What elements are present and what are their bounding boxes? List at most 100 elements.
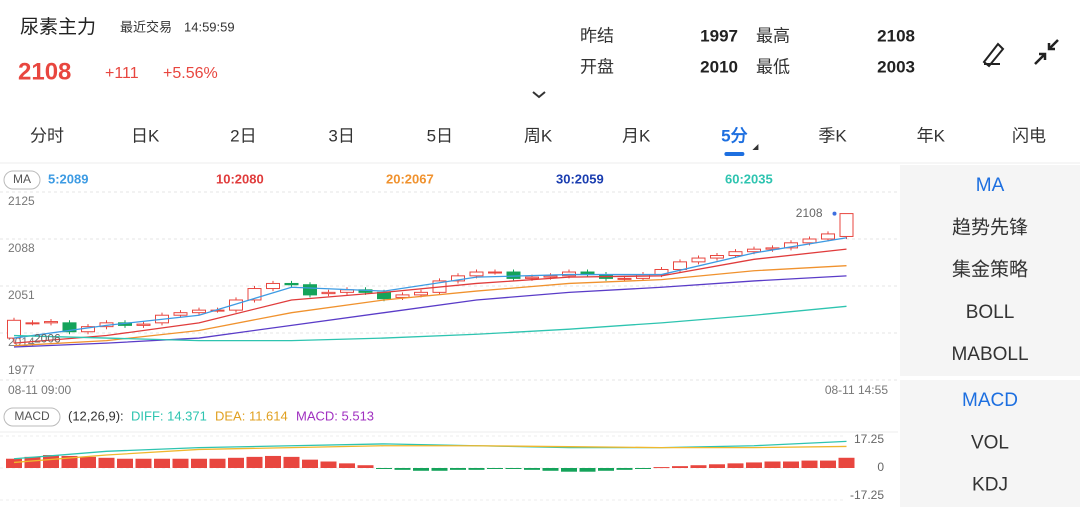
tab[interactable]: 5日: [427, 126, 453, 145]
tab[interactable]: 闪电: [1012, 126, 1046, 145]
tab[interactable]: 日K: [131, 126, 160, 145]
macd-bar: [468, 468, 485, 470]
macd-bar: [413, 468, 429, 471]
macd-bar: [320, 461, 337, 468]
menu-item[interactable]: KDJ: [972, 475, 1008, 496]
tab[interactable]: 分时: [30, 126, 64, 145]
macd-bar: [561, 468, 577, 472]
menu-item[interactable]: VOL: [971, 432, 1009, 453]
indicator-name[interactable]: MACD: [14, 409, 50, 423]
y-tick-label: 0: [877, 460, 884, 474]
candle-body: [192, 309, 206, 314]
low-annotation: 2006: [34, 331, 61, 345]
stat-label: 开盘: [580, 57, 614, 76]
diff-line: [13, 440, 847, 460]
candle-body: [747, 248, 761, 253]
candle-body: [247, 288, 262, 301]
stat-value: 2003: [877, 57, 915, 76]
candle-body: [414, 291, 428, 296]
stat-label: 最低: [756, 57, 790, 76]
stat-value: 1997: [700, 26, 738, 45]
collapse-icon[interactable]: [1034, 39, 1059, 65]
high-marker: [832, 211, 837, 216]
expand-chevron[interactable]: [532, 91, 546, 99]
title: 尿素主力: [20, 16, 96, 38]
macd-bar: [43, 455, 59, 468]
ma-line: [13, 265, 847, 347]
candle-body: [821, 233, 835, 240]
stat-label: 最高: [756, 26, 790, 45]
macd-bar: [209, 458, 226, 468]
legend-entry: 20:2067: [386, 171, 434, 186]
legend-entry: 5:2089: [48, 171, 88, 186]
ma-line: [13, 305, 847, 342]
macd-bar: [579, 468, 596, 472]
macd-bar: [172, 458, 189, 468]
menu-item[interactable]: MACD: [962, 390, 1018, 411]
menu-item[interactable]: MA: [976, 175, 1005, 196]
stat-label: 昨结: [580, 26, 614, 45]
macd-bar: [820, 460, 836, 468]
tab-dropdown: [752, 144, 759, 150]
candle-body: [284, 282, 299, 286]
menu-item[interactable]: 集金策略: [952, 259, 1028, 281]
indicator-name[interactable]: MA: [13, 172, 31, 186]
edit-icon[interactable]: [982, 42, 1005, 68]
macd-label: MACD: 5.513: [296, 408, 374, 423]
stat-value: 2010: [700, 57, 738, 76]
indicator-badge[interactable]: [3, 170, 41, 190]
change: +111: [105, 65, 139, 82]
candle-body: [44, 321, 58, 324]
last-trade-label: 最近交易: [120, 19, 172, 34]
tab[interactable]: 年K: [917, 126, 946, 145]
macd-bar: [616, 468, 633, 470]
macd-bar: [727, 463, 744, 468]
legend-entry: 10:2080: [216, 171, 264, 186]
high-annotation: 2108: [796, 206, 823, 220]
macd-bar: [431, 468, 448, 471]
ma-line: [13, 248, 847, 344]
candle-body: [506, 271, 521, 279]
tab[interactable]: 2日: [230, 126, 256, 145]
menu-item[interactable]: BOLL: [966, 302, 1015, 323]
macd-bar: [302, 459, 318, 468]
macd-params: (12,26,9):: [68, 408, 124, 423]
stat-value: 2108: [877, 26, 915, 45]
macd-bar: [690, 465, 707, 468]
candle-body: [321, 291, 336, 295]
candle-body: [136, 323, 151, 326]
ma-line: [13, 237, 847, 339]
candle-body: [525, 276, 539, 279]
menu-item[interactable]: MABOLL: [951, 344, 1028, 365]
dea-line: [13, 445, 847, 464]
tab[interactable]: 季K: [818, 126, 847, 145]
indicator-badge[interactable]: [3, 407, 61, 427]
legend-entry: 60:2035: [725, 171, 773, 186]
candle-body: [691, 257, 706, 263]
macd-bar: [487, 468, 503, 469]
y-tick-label: 1977: [8, 363, 35, 377]
macd-bar: [80, 456, 96, 468]
candle-body: [802, 238, 817, 244]
tab[interactable]: 5分: [721, 126, 747, 145]
tab[interactable]: 月K: [622, 126, 651, 145]
macd-bar: [598, 468, 614, 471]
macd-bar: [635, 468, 651, 469]
candle-body: [488, 271, 502, 274]
macd-bar: [98, 457, 115, 468]
y-tick-label: -17.25: [850, 488, 884, 502]
tab[interactable]: 周K: [524, 126, 553, 145]
tab[interactable]: 3日: [328, 126, 354, 145]
x-start-label: 08-11 09:00: [8, 383, 71, 397]
candle-body: [543, 275, 558, 278]
macd-bar: [154, 458, 170, 468]
macd-bar: [135, 458, 152, 468]
menu-item[interactable]: 趋势先锋: [952, 216, 1028, 238]
macd-bar: [524, 468, 540, 470]
candle-body: [617, 277, 632, 280]
candle-body: [62, 322, 77, 333]
macd-bar: [672, 466, 688, 468]
diff-label: DIFF: 14.371: [131, 408, 207, 423]
macd-bar: [542, 468, 559, 471]
